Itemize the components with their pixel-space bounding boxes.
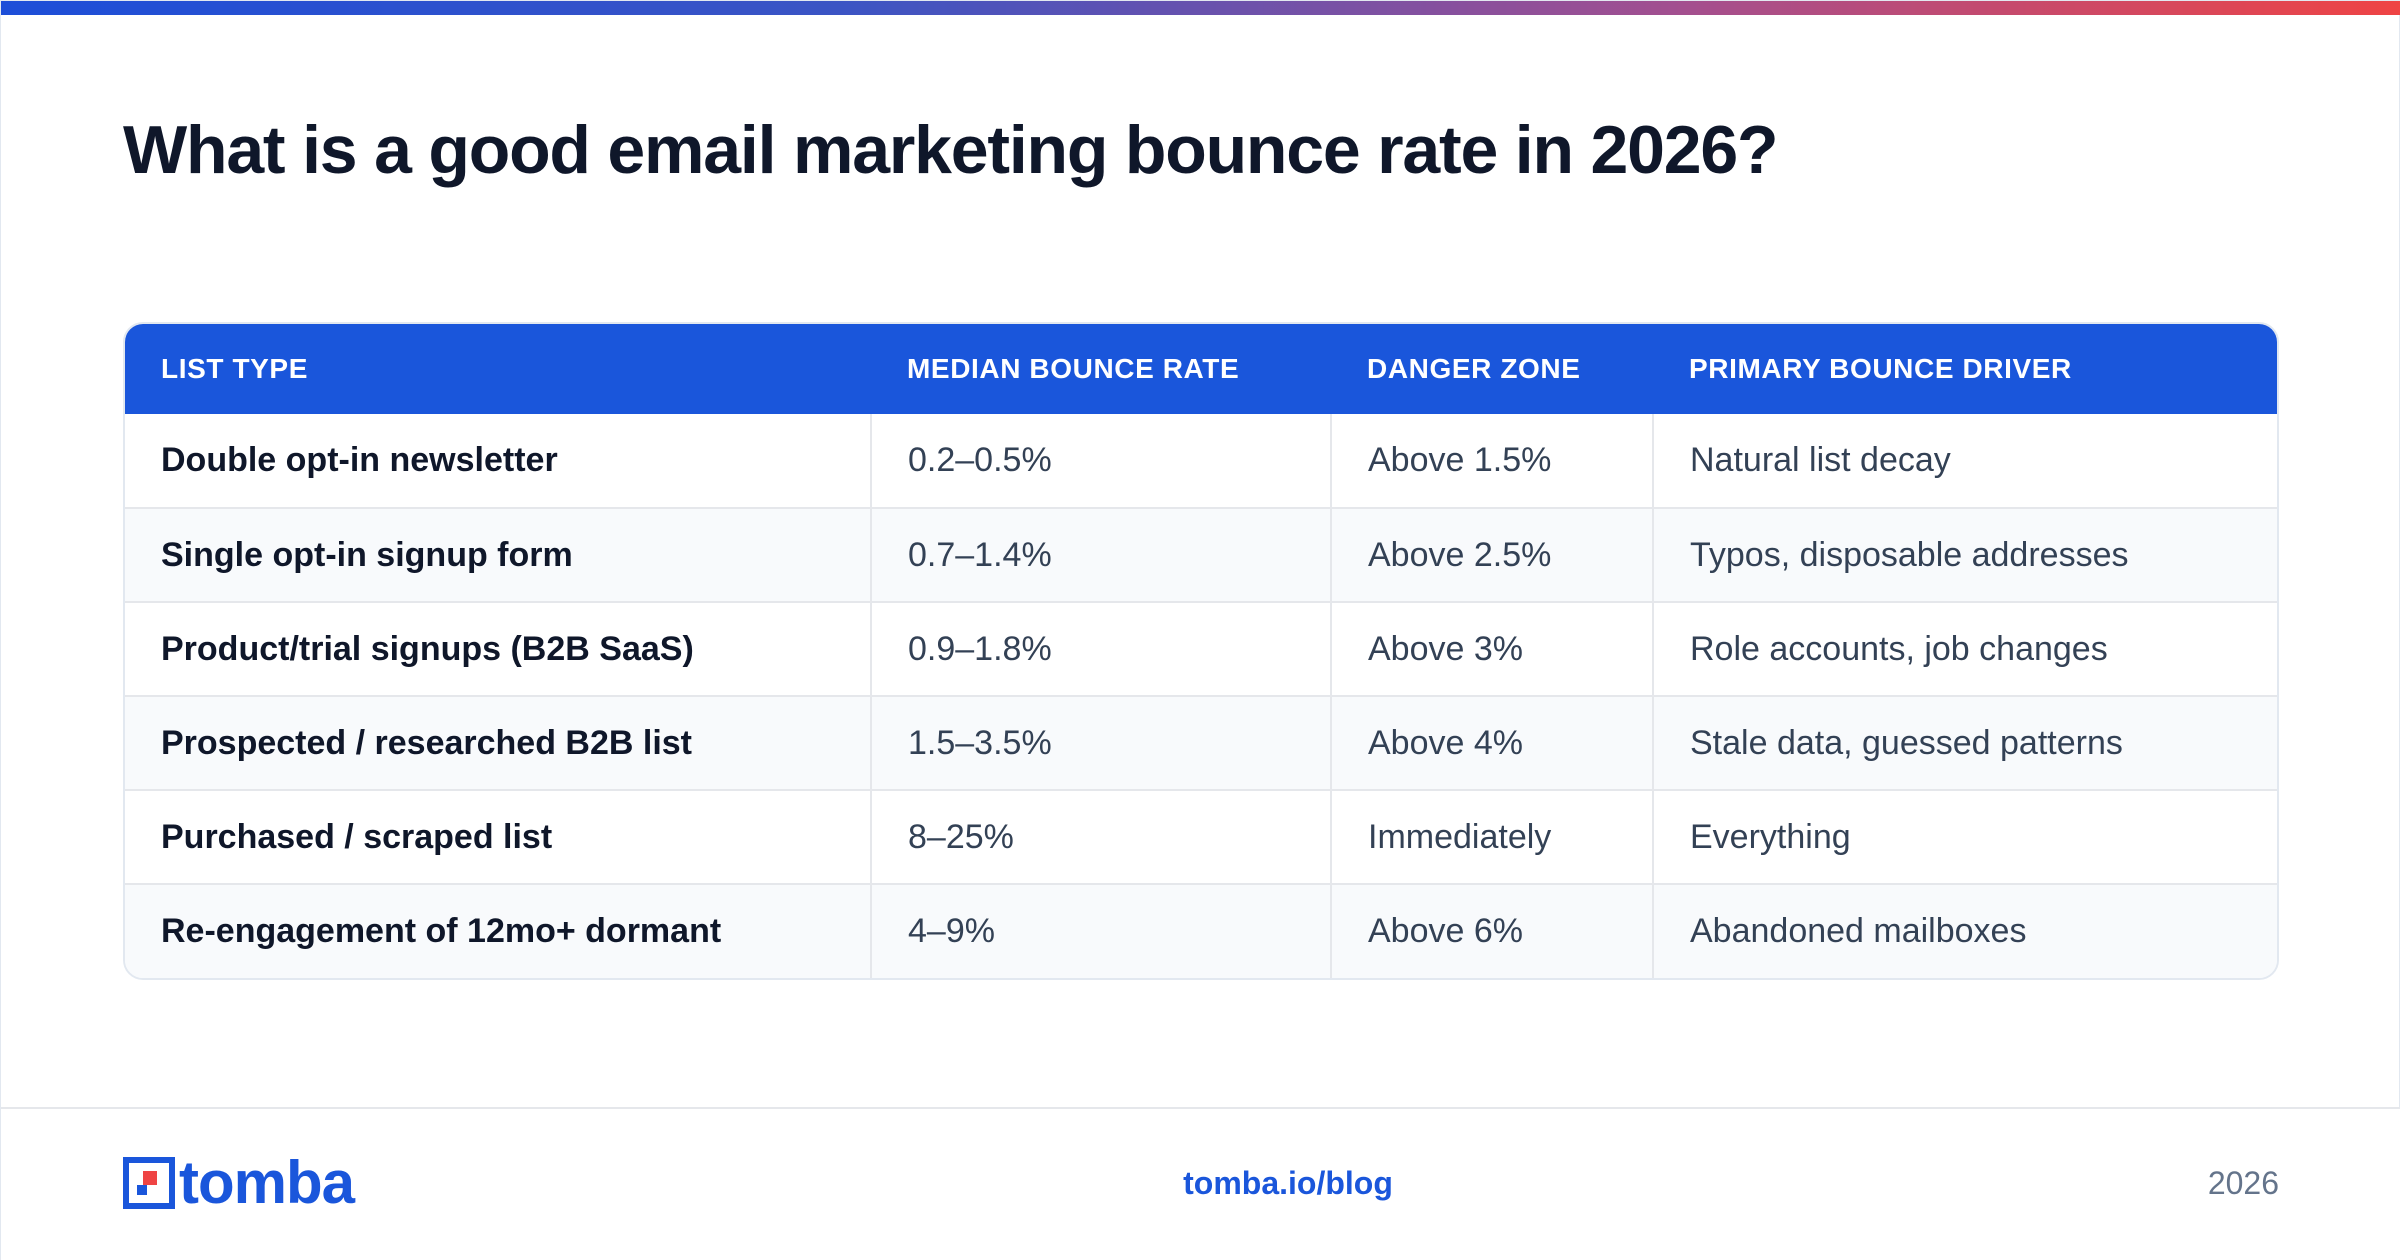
cell-median-bounce-rate: 0.9–1.8% [870, 601, 1331, 696]
cell-primary-bounce-driver: Typos, disposable addresses [1652, 507, 2277, 602]
logo-wordmark: tomba [179, 1149, 355, 1216]
header-primary-bounce-driver: PRIMARY BOUNCE DRIVER [1689, 353, 2072, 384]
tomba-logo-icon [123, 1157, 175, 1209]
cell-median-bounce-rate: 1.5–3.5% [870, 695, 1331, 790]
cell-danger-zone: Above 6% [1330, 883, 1653, 978]
blog-link[interactable]: tomba.io/blog [1183, 1165, 1393, 1201]
table-row: Product/trial signups (B2B SaaS) 0.9–1.8… [125, 601, 2277, 696]
cell-list-type: Purchased / scraped list [125, 789, 871, 884]
footer: tomba tomba.io/blog 2026 [1, 1107, 2400, 1260]
bounce-rate-table: LIST TYPE MEDIAN BOUNCE RATE DANGER ZONE… [123, 322, 2279, 980]
cell-primary-bounce-driver: Stale data, guessed patterns [1652, 695, 2277, 790]
cell-danger-zone: Above 4% [1330, 695, 1653, 790]
cell-danger-zone: Above 1.5% [1330, 414, 1653, 508]
cell-danger-zone: Above 3% [1330, 601, 1653, 696]
cell-median-bounce-rate: 0.2–0.5% [870, 414, 1331, 508]
page-title: What is a good email marketing bounce ra… [123, 112, 1779, 188]
cell-list-type: Single opt-in signup form [125, 507, 871, 602]
table-header-row: LIST TYPE MEDIAN BOUNCE RATE DANGER ZONE… [125, 324, 2277, 414]
cell-primary-bounce-driver: Natural list decay [1652, 414, 2277, 508]
cell-list-type: Re-engagement of 12mo+ dormant [125, 883, 871, 978]
table-row: Double opt-in newsletter 0.2–0.5% Above … [125, 414, 2277, 508]
cell-median-bounce-rate: 8–25% [870, 789, 1331, 884]
cell-primary-bounce-driver: Role accounts, job changes [1652, 601, 2277, 696]
header-danger-zone: DANGER ZONE [1367, 353, 1581, 384]
table-row: Re-engagement of 12mo+ dormant 4–9% Abov… [125, 883, 2277, 978]
cell-list-type: Prospected / researched B2B list [125, 695, 871, 790]
table-row: Single opt-in signup form 0.7–1.4% Above… [125, 507, 2277, 602]
gradient-top-bar [1, 1, 2400, 15]
header-list-type: LIST TYPE [161, 353, 308, 384]
cell-median-bounce-rate: 0.7–1.4% [870, 507, 1331, 602]
cell-danger-zone: Above 2.5% [1330, 507, 1653, 602]
header-median-bounce-rate: MEDIAN BOUNCE RATE [907, 353, 1240, 384]
cell-list-type: Product/trial signups (B2B SaaS) [125, 601, 871, 696]
cell-danger-zone: Immediately [1330, 789, 1653, 884]
cell-median-bounce-rate: 4–9% [870, 883, 1331, 978]
cell-primary-bounce-driver: Abandoned mailboxes [1652, 883, 2277, 978]
cell-list-type: Double opt-in newsletter [161, 441, 558, 479]
cell-primary-bounce-driver: Everything [1652, 789, 2277, 884]
footer-year: 2026 [2207, 1165, 2279, 1201]
table-row: Purchased / scraped list 8–25% Immediate… [125, 789, 2277, 884]
tomba-logo[interactable]: tomba [123, 1149, 355, 1216]
table-row: Prospected / researched B2B list 1.5–3.5… [125, 695, 2277, 790]
